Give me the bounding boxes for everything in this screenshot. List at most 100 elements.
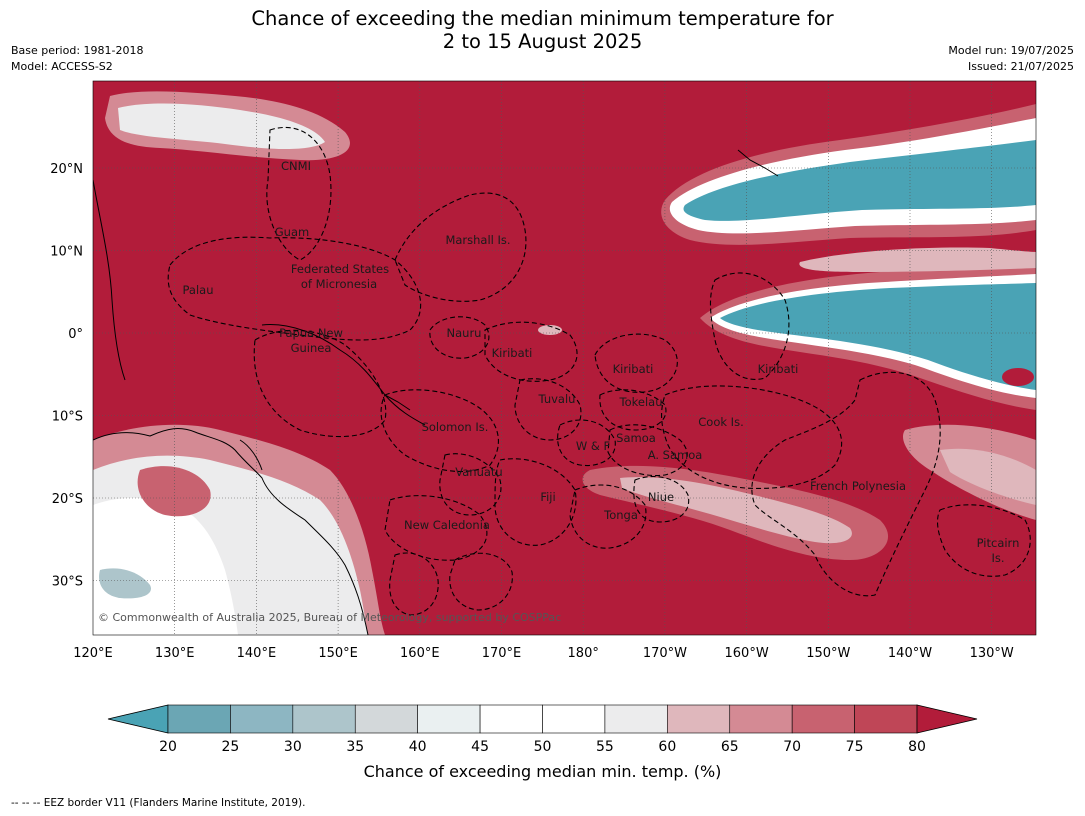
copyright-notice: © Commonwealth of Australia 2025, Bureau… <box>98 611 561 624</box>
probability-field <box>93 81 1036 635</box>
label-guam: Guam <box>275 225 309 239</box>
label-kiribati-east: Kiribati <box>758 362 799 376</box>
australia-warm-patch <box>137 466 211 517</box>
meta-left: Base period: 1981-2018 Model: ACCESS-S2 <box>11 43 143 75</box>
issued-date: Issued: 21/07/2025 <box>967 60 1074 73</box>
eez-png <box>253 329 387 438</box>
australia-white <box>93 497 238 635</box>
colorbar-cell <box>417 704 481 734</box>
hawaii-chain <box>737 149 779 177</box>
colorbar-cell <box>729 704 793 734</box>
colorbar-over-arrow <box>916 704 978 734</box>
colorbar-tick-label: 55 <box>596 739 614 755</box>
lon-tick-label: 150°W <box>806 646 850 661</box>
lat-tick-label: 10°S <box>52 410 83 425</box>
colorbar-tick-label: 40 <box>409 739 427 755</box>
lon-tick-label: 160°W <box>725 646 769 661</box>
philippines-coast <box>93 179 126 381</box>
map-gridlines <box>93 81 1036 635</box>
eez-tuvalu <box>514 378 582 441</box>
label-png-line1: Papua New <box>279 326 343 340</box>
map-title: Chance of exceeding the median minimum t… <box>0 7 1085 53</box>
label-niue: Niue <box>648 490 674 504</box>
lon-tick-label: 150°E <box>318 646 358 661</box>
label-pitcairn-line1: Pitcairn <box>977 536 1020 550</box>
north-cool-core <box>683 140 1036 221</box>
colorbar-cell <box>667 704 731 734</box>
colorbar-tick-label: 50 <box>534 739 552 755</box>
lon-tick-label: 140°E <box>237 646 277 661</box>
eez-kiribati-west <box>484 321 578 382</box>
colorbar: 20 25 30 35 40 45 50 55 60 65 70 75 80 <box>107 704 978 755</box>
colorbar-cell <box>167 704 231 734</box>
label-palau: Palau <box>183 283 214 297</box>
colorbar-tick-label: 60 <box>658 739 676 755</box>
meta-right: Model run: 19/07/2025 Issued: 21/07/2025 <box>948 43 1074 75</box>
lat-tick-label: 20°N <box>50 162 83 177</box>
label-cnmi: CNMI <box>281 159 311 173</box>
colorbar-cell <box>292 704 356 734</box>
lat-tick-label: 0° <box>68 327 83 342</box>
colorbar-title: Chance of exceeding median min. temp. (%… <box>363 762 722 781</box>
colorbar-cell <box>354 704 418 734</box>
colorbar-under-arrow <box>107 704 169 734</box>
small-pale-patch <box>538 325 562 335</box>
mid-band <box>799 247 1036 272</box>
colorbar-cell <box>479 704 543 734</box>
label-new-caledonia: New Caledonia <box>404 518 490 532</box>
lon-tick-label: 140°W <box>888 646 932 661</box>
eez-nauru <box>429 316 490 359</box>
label-american-samoa: A. Samoa <box>648 448 703 462</box>
coastlines <box>93 149 779 635</box>
eez-solomon <box>380 389 499 472</box>
map-frame <box>92 80 1037 636</box>
eez-fsm <box>167 236 422 341</box>
label-fsm-line1: Federated States <box>291 262 389 276</box>
eez-samoa <box>607 424 688 477</box>
colorbar-tick-label: 70 <box>783 739 801 755</box>
label-cook: Cook Is. <box>698 415 743 429</box>
label-fiji: Fiji <box>540 490 555 504</box>
eez-kiribati-east <box>709 272 790 380</box>
lat-tick-label: 20°S <box>52 492 83 507</box>
colorbar-tick-label: 65 <box>721 739 739 755</box>
colorbar-cell <box>791 704 855 734</box>
region-labels: CNMI Guam Marshall Is. Federated States … <box>183 159 1020 565</box>
eez-pitcairn <box>936 504 1031 577</box>
australia-coast <box>93 428 369 635</box>
label-french-polynesia: French Polynesia <box>810 479 906 493</box>
model-run: Model run: 19/07/2025 <box>948 44 1074 57</box>
label-vanuatu: Vanuatu <box>455 465 502 479</box>
cape-york <box>239 439 263 471</box>
new-guinea-coast <box>261 324 426 426</box>
colorbar-tick-label: 80 <box>908 739 926 755</box>
label-pitcairn-line2: Is. <box>991 551 1004 565</box>
bougainville <box>384 394 411 411</box>
lat-tick-label: 10°N <box>50 245 83 260</box>
label-kiribati-west: Kiribati <box>492 346 533 360</box>
colorbar-tick-label: 75 <box>846 739 864 755</box>
australia-cool-patch <box>99 568 151 599</box>
eez-tonga <box>569 484 647 549</box>
eez-borders <box>167 126 1031 616</box>
eez-kiribati-central <box>594 333 678 393</box>
eq-warm-spot <box>1002 368 1034 386</box>
east-pale-region <box>940 448 1036 505</box>
lon-tick-label: 120°E <box>73 646 113 661</box>
south-pale-band <box>620 477 852 544</box>
eez-norfolk <box>449 552 513 611</box>
label-kiribati-central: Kiribati <box>613 362 654 376</box>
colorbar-cell <box>542 704 606 734</box>
eez-new-caledonia <box>384 495 488 561</box>
label-solomon: Solomon Is. <box>422 420 489 434</box>
latitude-tick-labels: 20°N 10°N 0° 10°S 20°S 30°S <box>50 162 83 590</box>
colorbar-tick-labels: 20 25 30 35 40 45 50 55 60 65 70 75 80 <box>159 739 926 755</box>
base-period: Base period: 1981-2018 <box>11 44 144 57</box>
eez-lord-howe <box>389 552 439 616</box>
label-samoa: Samoa <box>616 431 656 445</box>
lon-tick-label: 180° <box>568 646 599 661</box>
colorbar-tick-label: 30 <box>284 739 302 755</box>
label-tuvalu: Tuvalu <box>538 392 576 406</box>
eez-marshall <box>394 192 527 302</box>
longitude-tick-labels: 120°E 130°E 140°E 150°E 160°E 170°E 180° 170°W 1… <box>73 646 1014 661</box>
